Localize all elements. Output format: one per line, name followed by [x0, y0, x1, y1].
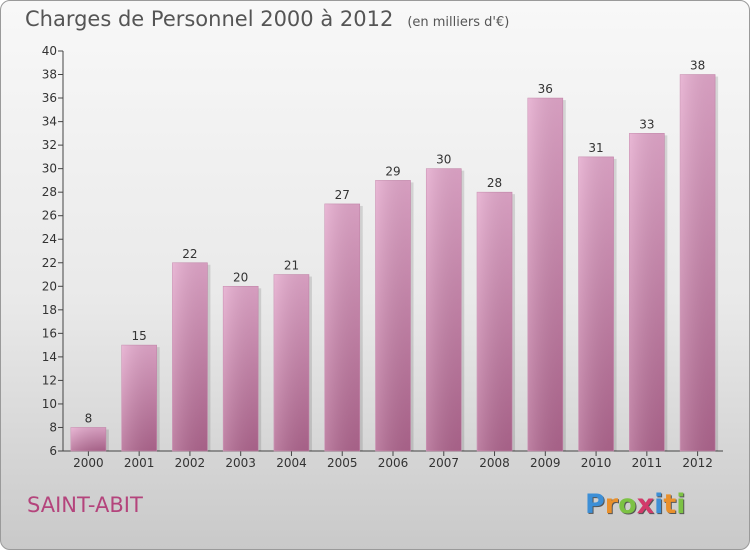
bar-value-label: 22: [182, 247, 197, 261]
logo-letter: P: [585, 489, 605, 520]
logo-letter: r: [604, 489, 619, 520]
bar-highlight: [578, 156, 614, 451]
y-axis: 6 8 10 12 14 16 18 20 22 24 26 28 30 32 34 36 38 40: [42, 44, 64, 458]
bar-highlight: [477, 192, 513, 452]
y-tick-label: 18: [42, 303, 57, 317]
logo-letter: i: [654, 489, 664, 520]
logo-letter: o: [618, 489, 637, 520]
x-tick-label: 2009: [530, 456, 561, 470]
bar-value-label: 33: [639, 117, 654, 131]
bar-value-label: 31: [588, 141, 603, 155]
logo-letter: x: [636, 489, 655, 520]
y-tick-label: 40: [42, 44, 57, 58]
y-tick-label: 36: [42, 91, 57, 105]
x-tick-label: 2005: [327, 456, 358, 470]
y-tick-label: 24: [42, 232, 57, 246]
bar-highlight: [680, 74, 716, 451]
bar-highlight: [527, 98, 563, 451]
y-tick-label: 26: [42, 209, 57, 223]
x-tick-label: 2006: [378, 456, 409, 470]
bar-value-label: 38: [690, 59, 705, 73]
value-labels: 8 15 22 20 21 27 29 30 28 36 31 33 38: [85, 59, 706, 426]
bar-value-label: 29: [385, 164, 400, 178]
x-tick-label: 2000: [73, 456, 104, 470]
y-tick-label: 38: [42, 68, 57, 82]
x-tick-label: 2004: [276, 456, 307, 470]
logo-letter: t: [663, 489, 677, 520]
x-tick-label: 2001: [124, 456, 155, 470]
bar-highlight: [629, 133, 665, 451]
bar-value-label: 15: [132, 329, 147, 343]
chart-subtitle: (en milliers d'€): [407, 15, 510, 30]
bar-value-label: 20: [233, 270, 248, 284]
bar-highlight: [121, 345, 157, 451]
y-tick-label: 10: [42, 397, 57, 411]
y-tick-label: 34: [42, 115, 57, 129]
y-tick-label: 16: [42, 326, 57, 340]
bar-value-label: 30: [436, 153, 451, 167]
bar-highlight: [375, 180, 411, 452]
y-tick-label: 22: [42, 256, 57, 270]
bar-highlight: [70, 427, 106, 451]
chart-title-block: Charges de Personnel 2000 à 2012 (en mill…: [25, 7, 509, 31]
bars: [70, 74, 719, 452]
y-tick-label: 12: [42, 373, 57, 387]
y-tick-label: 32: [42, 138, 57, 152]
y-tick-label: 6: [49, 444, 57, 458]
y-tick-label: 30: [42, 162, 57, 176]
x-tick-label: 2010: [581, 456, 612, 470]
bar-highlight: [172, 262, 208, 451]
x-tick-label: 2007: [428, 456, 459, 470]
y-tick-label: 20: [42, 279, 57, 293]
bar-value-label: 8: [85, 411, 93, 425]
proxiti-logo: Proxiti: [585, 489, 686, 520]
bar-value-label: 36: [538, 82, 553, 96]
bar-value-label: 28: [487, 176, 502, 190]
bar-value-label: 21: [284, 259, 299, 273]
bar-highlight: [426, 168, 462, 451]
x-tick-label: 2002: [175, 456, 206, 470]
chart-title: Charges de Personnel 2000 à 2012: [25, 7, 394, 31]
commune-name: SAINT-ABIT: [27, 493, 143, 517]
bar-highlight: [223, 286, 259, 451]
x-tick-label: 2003: [225, 456, 256, 470]
bar-highlight: [324, 203, 360, 451]
y-tick-label: 8: [49, 420, 57, 434]
bar-highlight: [273, 274, 309, 451]
x-axis: 2000 2001 2002 2003 2004 2005 2006 2007 2008 2009…: [63, 450, 723, 470]
bar-value-label: 27: [335, 188, 350, 202]
x-tick-label: 2011: [632, 456, 663, 470]
logo-letter: i: [676, 489, 686, 520]
x-tick-label: 2012: [682, 456, 713, 470]
y-tick-label: 14: [42, 350, 57, 364]
y-tick-label: 28: [42, 185, 57, 199]
x-tick-label: 2008: [479, 456, 510, 470]
